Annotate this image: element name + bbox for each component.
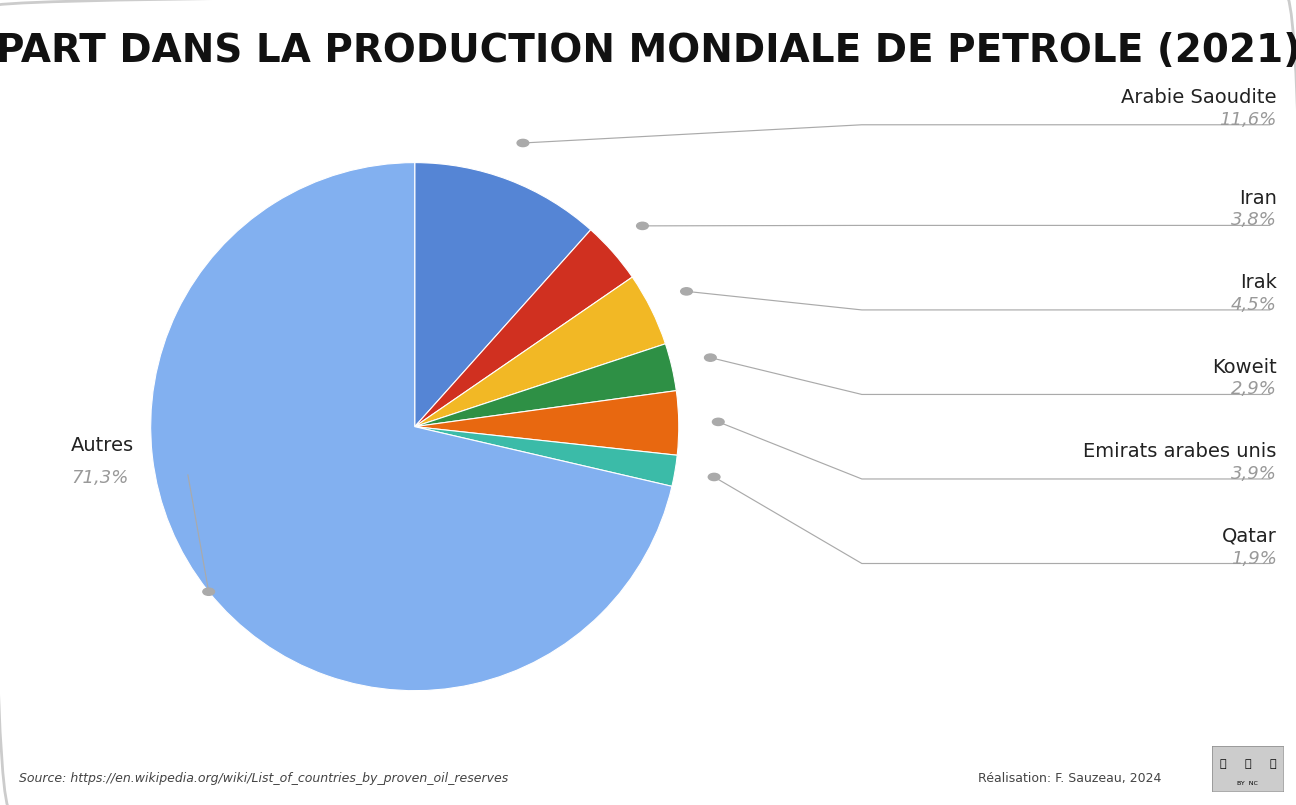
Text: Source: https://en.wikipedia.org/wiki/List_of_countries_by_proven_oil_reserves: Source: https://en.wikipedia.org/wiki/Li… <box>19 772 509 785</box>
Text: Autres: Autres <box>71 436 135 455</box>
Text: Réalisation: F. Sauzeau, 2024: Réalisation: F. Sauzeau, 2024 <box>978 772 1161 785</box>
Text: 3,9%: 3,9% <box>1231 465 1277 483</box>
Text: Ⓝ: Ⓝ <box>1269 759 1275 769</box>
Wedge shape <box>150 163 671 691</box>
Wedge shape <box>415 427 678 486</box>
Text: Ⓢ: Ⓢ <box>1244 759 1251 769</box>
Text: Ⓒ: Ⓒ <box>1220 759 1226 769</box>
Text: Arabie Saoudite: Arabie Saoudite <box>1121 88 1277 107</box>
Text: Iran: Iran <box>1239 188 1277 208</box>
Wedge shape <box>415 390 679 456</box>
Wedge shape <box>415 229 632 427</box>
Text: Qatar: Qatar <box>1222 526 1277 546</box>
Text: 1,9%: 1,9% <box>1231 550 1277 568</box>
Text: Irak: Irak <box>1240 273 1277 292</box>
Text: 71,3%: 71,3% <box>71 469 128 487</box>
Wedge shape <box>415 163 591 427</box>
Text: 3,8%: 3,8% <box>1231 212 1277 229</box>
Text: 4,5%: 4,5% <box>1231 296 1277 314</box>
Text: BY  NC: BY NC <box>1236 782 1258 786</box>
Text: 11,6%: 11,6% <box>1220 111 1277 129</box>
Text: 2,9%: 2,9% <box>1231 381 1277 398</box>
Text: Koweit: Koweit <box>1212 357 1277 377</box>
Text: PART DANS LA PRODUCTION MONDIALE DE PETROLE (2021): PART DANS LA PRODUCTION MONDIALE DE PETR… <box>0 32 1296 70</box>
Wedge shape <box>415 344 677 427</box>
Wedge shape <box>415 277 665 427</box>
Text: Emirats arabes unis: Emirats arabes unis <box>1083 442 1277 461</box>
